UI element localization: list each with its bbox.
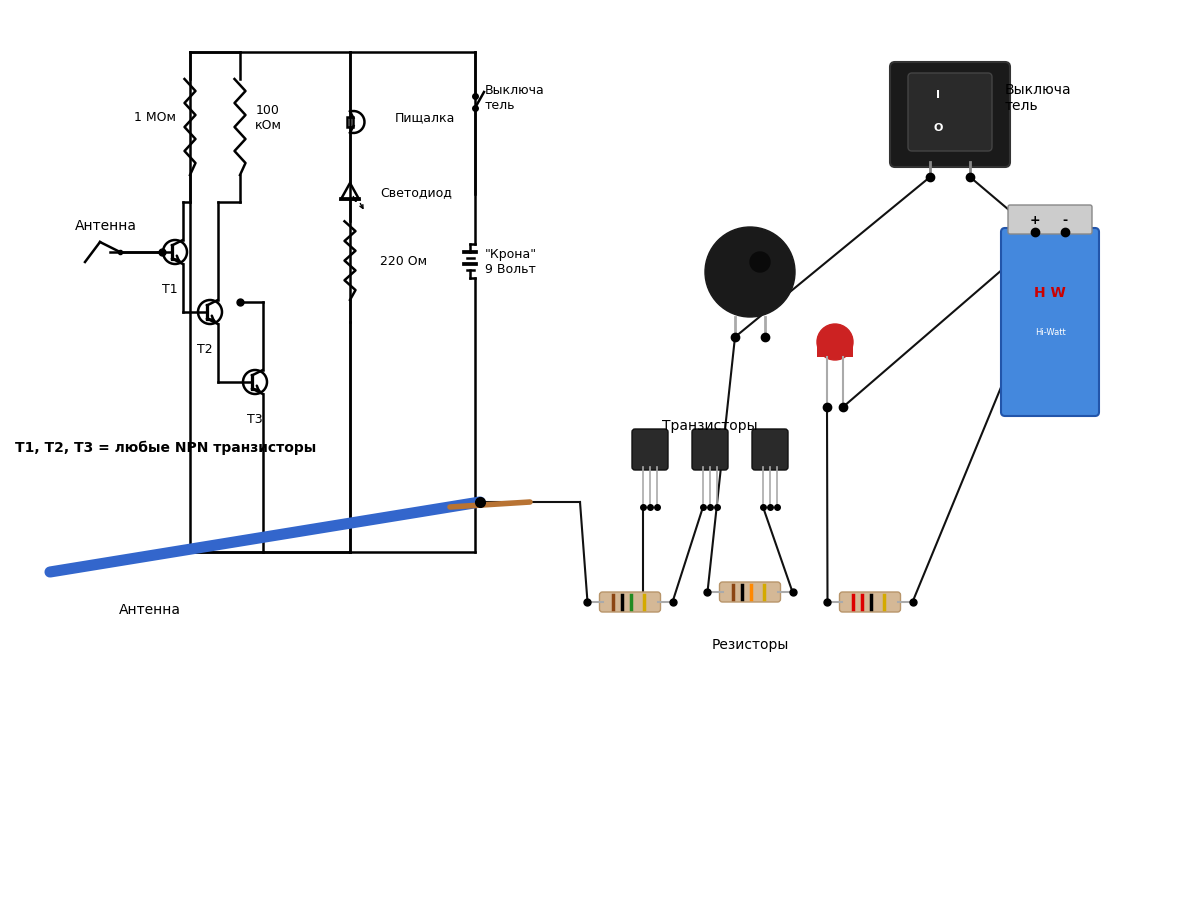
Text: Пищалка: Пищалка	[395, 111, 455, 124]
Text: 100
кОм: 100 кОм	[254, 104, 282, 132]
Circle shape	[706, 227, 796, 318]
Polygon shape	[341, 184, 359, 200]
Text: 220 Ом: 220 Ом	[380, 255, 427, 268]
FancyBboxPatch shape	[890, 63, 1010, 168]
FancyBboxPatch shape	[692, 429, 728, 471]
Text: Т2: Т2	[197, 343, 212, 355]
Text: Антенна: Антенна	[119, 603, 181, 616]
Text: O: O	[934, 123, 943, 133]
FancyBboxPatch shape	[752, 429, 788, 471]
FancyBboxPatch shape	[347, 118, 354, 128]
Text: Резисторы: Резисторы	[712, 638, 788, 651]
Text: -: -	[1062, 215, 1068, 227]
Text: Выключа
тель: Выключа тель	[485, 84, 545, 112]
Text: Выключа
тель: Выключа тель	[1006, 83, 1072, 113]
FancyBboxPatch shape	[600, 593, 660, 612]
Text: Транзисторы: Транзисторы	[662, 419, 758, 433]
FancyBboxPatch shape	[720, 583, 780, 603]
FancyBboxPatch shape	[632, 429, 668, 471]
FancyBboxPatch shape	[908, 74, 992, 152]
FancyBboxPatch shape	[840, 593, 900, 612]
Text: +: +	[1030, 215, 1040, 227]
Circle shape	[750, 253, 770, 272]
Circle shape	[817, 325, 853, 361]
Text: 1 МОм: 1 МОм	[134, 111, 176, 124]
Text: Т1, Т2, Т3 = любые NPN транзисторы: Т1, Т2, Т3 = любые NPN транзисторы	[14, 440, 317, 455]
Text: I: I	[936, 90, 940, 100]
Text: Светодиод: Светодиод	[380, 187, 452, 199]
Text: Т1: Т1	[162, 282, 178, 296]
Text: Антенна: Антенна	[76, 219, 137, 233]
Text: Т3: Т3	[247, 412, 263, 426]
Text: H W: H W	[1034, 286, 1066, 299]
FancyBboxPatch shape	[1008, 206, 1092, 235]
FancyBboxPatch shape	[817, 337, 853, 357]
Text: Hi-Watt: Hi-Watt	[1034, 328, 1066, 337]
FancyBboxPatch shape	[1001, 229, 1099, 417]
Text: "Крона"
9 Вольт: "Крона" 9 Вольт	[485, 248, 538, 276]
